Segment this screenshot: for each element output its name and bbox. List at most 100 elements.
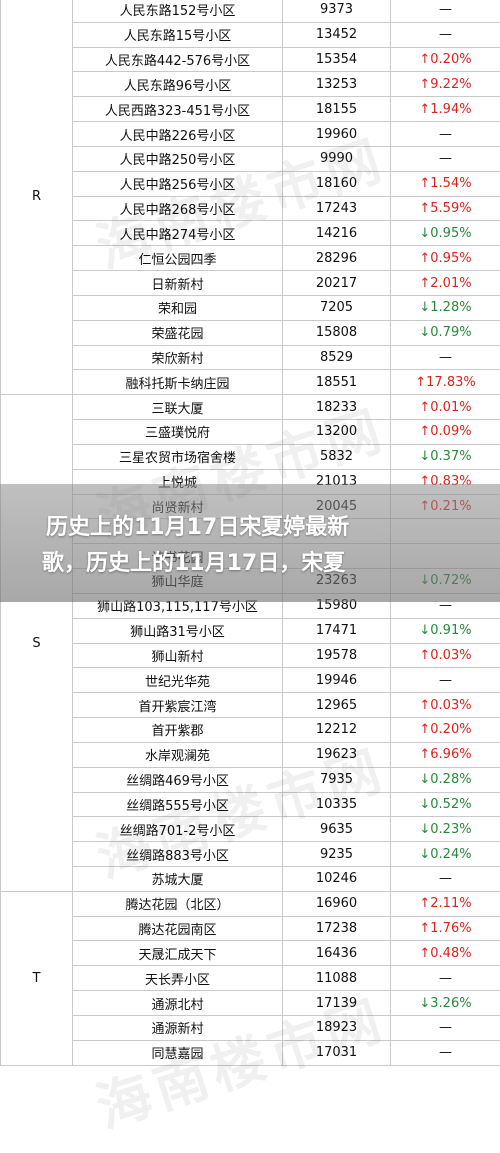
price-cell: 5832 [283, 444, 391, 469]
price-cell: 7935 [283, 767, 391, 792]
price-cell: 13253 [283, 72, 391, 97]
group-letter: S [1, 395, 73, 892]
price-cell: 19578 [283, 643, 391, 668]
change-cell: ↓0.79% [391, 320, 500, 345]
change-cell: ↑0.20% [391, 718, 500, 743]
change-cell: ↓0.23% [391, 817, 500, 842]
price-cell: 9990 [283, 146, 391, 171]
price-cell: 13452 [283, 22, 391, 47]
price-cell: 18160 [283, 171, 391, 196]
change-cell: ↑1.94% [391, 97, 500, 122]
change-cell: ↑1.76% [391, 916, 500, 941]
change-cell: ↑0.03% [391, 693, 500, 718]
change-cell: — [391, 1040, 500, 1065]
change-cell: ↑5.59% [391, 196, 500, 221]
community-name-cell: 荣欣新村 [73, 345, 283, 370]
price-cell: 10335 [283, 792, 391, 817]
change-cell: — [391, 668, 500, 693]
change-cell: ↑0.01% [391, 395, 500, 420]
price-cell: 11088 [283, 966, 391, 991]
community-name-cell: 丝绸路469号小区 [73, 767, 283, 792]
change-cell: ↑0.20% [391, 47, 500, 72]
change-cell: ↓0.91% [391, 618, 500, 643]
community-name-cell: 腾达花园南区 [73, 916, 283, 941]
change-cell: ↑6.96% [391, 742, 500, 767]
price-cell: 19623 [283, 742, 391, 767]
price-cell: 17243 [283, 196, 391, 221]
price-cell: 18551 [283, 370, 391, 395]
change-cell: ↓0.24% [391, 842, 500, 867]
price-cell: 9635 [283, 817, 391, 842]
price-cell: 28296 [283, 246, 391, 271]
change-cell: ↓0.95% [391, 221, 500, 246]
change-cell: — [391, 0, 500, 22]
community-name-cell: 融科托斯卡纳庄园 [73, 370, 283, 395]
change-cell: — [391, 122, 500, 147]
community-name-cell: 腾达花园（北区） [73, 891, 283, 916]
change-cell: ↑0.95% [391, 246, 500, 271]
community-name-cell: 世纪光华苑 [73, 668, 283, 693]
change-cell: — [391, 1015, 500, 1040]
price-cell: 17031 [283, 1040, 391, 1065]
price-cell: 18233 [283, 395, 391, 420]
community-name-cell: 人民西路323-451号小区 [73, 97, 283, 122]
community-name-cell: 人民东路15号小区 [73, 22, 283, 47]
price-cell: 20217 [283, 271, 391, 296]
price-cell: 19946 [283, 668, 391, 693]
community-name-cell: 人民东路152号小区 [73, 0, 283, 22]
community-name-cell: 狮山新村 [73, 643, 283, 668]
price-cell: 15808 [283, 320, 391, 345]
community-name-cell: 三星农贸市场宿舍楼 [73, 444, 283, 469]
community-name-cell: 仁恒公园四季 [73, 246, 283, 271]
change-cell: ↑2.11% [391, 891, 500, 916]
change-cell: — [391, 22, 500, 47]
community-name-cell: 水岸观澜苑 [73, 742, 283, 767]
community-name-cell: 通源北村 [73, 991, 283, 1016]
change-cell: ↓0.28% [391, 767, 500, 792]
community-name-cell: 人民中路268号小区 [73, 196, 283, 221]
community-name-cell: 天晟汇成天下 [73, 941, 283, 966]
banner-title-line-2: 歌，历史上的11月17日，宋夏 [42, 546, 500, 582]
price-cell: 17471 [283, 618, 391, 643]
price-cell: 7205 [283, 295, 391, 320]
change-cell: ↓0.37% [391, 444, 500, 469]
article-title-banner[interactable]: 历史上的11月17日宋夏婷最新 歌，历史上的11月17日，宋夏 [0, 484, 500, 602]
price-cell: 12212 [283, 718, 391, 743]
community-name-cell: 荣盛花园 [73, 320, 283, 345]
community-name-cell: 人民中路274号小区 [73, 221, 283, 246]
group-letter: T [1, 891, 73, 1065]
price-cell: 13200 [283, 420, 391, 445]
price-cell: 12965 [283, 693, 391, 718]
community-name-cell: 三盛璞悦府 [73, 420, 283, 445]
price-cell: 16436 [283, 941, 391, 966]
change-cell: — [391, 966, 500, 991]
community-name-cell: 首开紫宸江湾 [73, 693, 283, 718]
community-name-cell: 人民东路96号小区 [73, 72, 283, 97]
